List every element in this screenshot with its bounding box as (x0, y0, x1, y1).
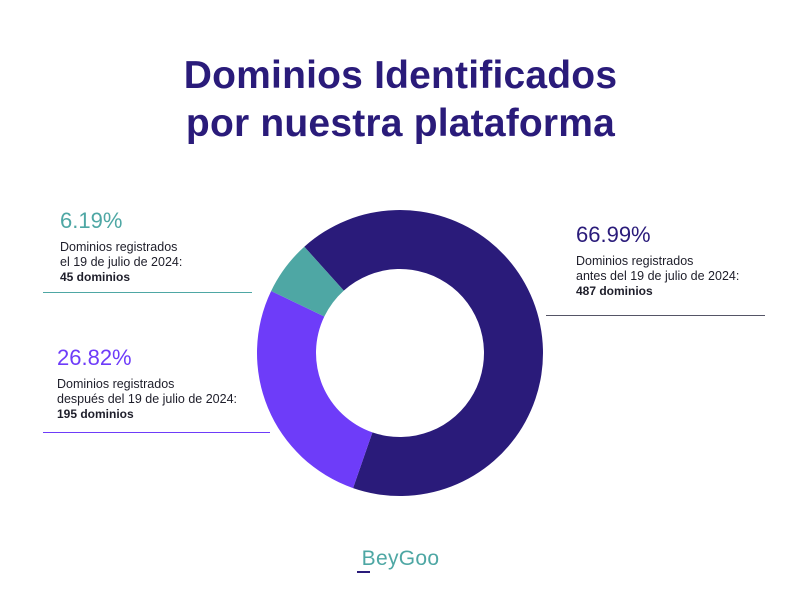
brand-logo: BeyGoo (361, 547, 440, 570)
title-line-2: por nuestra plataforma (185, 102, 616, 145)
desc-antes-line2: antes del 19 de julio de 2024: (576, 269, 740, 283)
pct-despues: 26.82% (57, 345, 132, 370)
chart-title: Dominios Identificados por nuestra plata… (0, 52, 801, 148)
callout-despues: 26.82% Dominios registrados después del … (57, 345, 272, 422)
desc-despues-line1: Dominios registrados (57, 377, 175, 391)
desc-el-19-line2: el 19 de julio de 2024: (60, 255, 183, 269)
donut-slice-antes (304, 210, 543, 497)
pct-el-19: 6.19% (60, 208, 123, 233)
count-despues: 195 dominios (57, 407, 134, 421)
count-el-19: 45 dominios (60, 270, 131, 284)
callout-rule-antes (546, 315, 765, 316)
desc-el-19-line1: Dominios registrados (60, 240, 178, 254)
desc-antes-line1: Dominios registrados (576, 254, 694, 268)
callout-el-19: 6.19% Dominios registrados el 19 de juli… (60, 208, 260, 285)
count-antes: 487 dominios (576, 284, 653, 298)
callout-rule-despues (43, 432, 270, 433)
desc-despues-line2: después del 19 de julio de 2024: (57, 392, 238, 406)
brand-logo-underline (357, 571, 370, 573)
donut-slice-el-19 (271, 246, 344, 317)
donut-slice-despues (257, 290, 373, 489)
callout-rule-el-19 (43, 292, 252, 293)
title-line-1: Dominios Identificados (183, 54, 618, 97)
pct-antes: 66.99% (576, 222, 651, 247)
callout-antes: 66.99% Dominios registrados antes del 19… (576, 222, 791, 299)
